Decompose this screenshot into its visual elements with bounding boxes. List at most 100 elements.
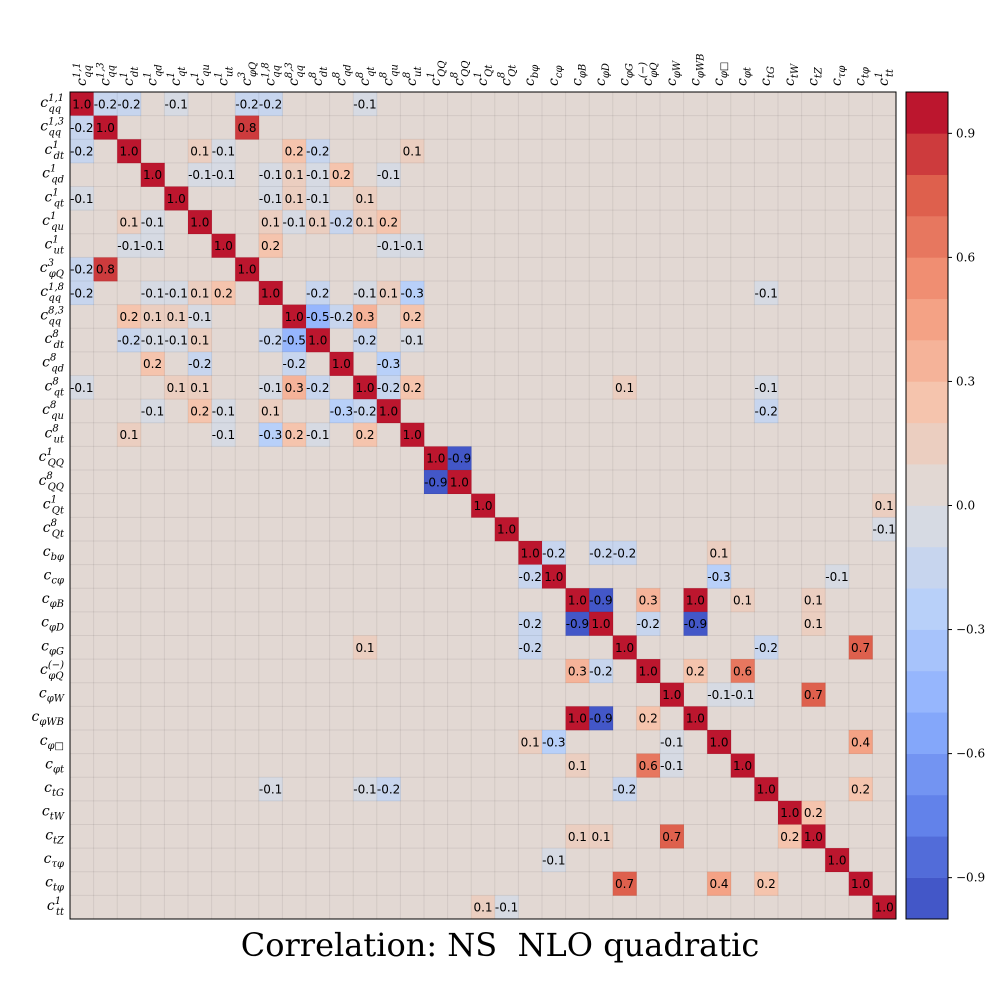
- heatmap-cell: [612, 635, 637, 660]
- cell-value-label: 1.0: [355, 381, 374, 395]
- heatmap-cell: [140, 281, 165, 305]
- cell-value-label: -0.1: [542, 853, 565, 867]
- cell-value-label: 0.2: [851, 783, 870, 797]
- heatmap-cell: [683, 588, 708, 613]
- heatmap-cell: [70, 257, 94, 282]
- heatmap-cell: [424, 470, 448, 494]
- cell-value-label: 0.1: [733, 594, 752, 608]
- cell-value-label: 1.0: [214, 239, 233, 253]
- cell-value-label: -0.1: [707, 688, 730, 702]
- cell-value-label: -0.1: [353, 97, 376, 111]
- cell-value-label: 0.2: [119, 310, 138, 324]
- colorbar-segment: [906, 174, 948, 217]
- heatmap-cell: [70, 92, 94, 116]
- cell-value-label: -0.2: [613, 546, 636, 560]
- heatmap-cell: [872, 895, 897, 920]
- cell-value-label: -0.1: [353, 286, 376, 300]
- heatmap-cells: 1.0 -0.2 -0.2 -0.1 -0.2 -0.2 -0.1-0.2 1.0 0.8-0.…: [69, 91, 897, 920]
- heatmap-cell: [589, 824, 614, 849]
- heatmap-cell: [282, 351, 307, 376]
- colorbar-tick-label: 0.9: [956, 126, 975, 140]
- heatmap-cell: [235, 115, 260, 140]
- cell-value-label: 1.0: [332, 357, 351, 371]
- heatmap-cell: [117, 233, 142, 258]
- heatmap-cell: [376, 375, 401, 400]
- heatmap-cell: [660, 682, 684, 707]
- cell-value-label: 1.0: [403, 428, 422, 442]
- cell-value-label: 0.3: [568, 664, 587, 678]
- heatmap-cell: [565, 588, 590, 613]
- cell-value-label: 0.1: [875, 499, 894, 513]
- heatmap-cell: [376, 210, 401, 235]
- y-tick-label: cφW: [39, 686, 65, 705]
- y-tick-label: c1 qt: [45, 187, 65, 209]
- heatmap-cell: [754, 375, 779, 400]
- y-tick-label: cφWB: [32, 709, 64, 728]
- cell-value-label: 0.3: [355, 310, 374, 324]
- cell-value-label: 0.1: [190, 145, 209, 159]
- heatmap-cell: [329, 351, 354, 376]
- heatmap-cell: [707, 564, 732, 589]
- heatmap-cell: [329, 399, 354, 424]
- x-tick-label: c1dt: [119, 66, 141, 86]
- heatmap-cell: [258, 210, 283, 235]
- cell-value-label: -0.1: [825, 570, 848, 584]
- x-tick-label: c1qu: [190, 64, 212, 86]
- heatmap-cell: [494, 517, 519, 542]
- cell-value-label: -0.1: [400, 334, 423, 348]
- heatmap-cell: [353, 281, 378, 305]
- cell-value-label: 0.1: [355, 192, 374, 206]
- cell-value-label: -0.3: [542, 735, 565, 749]
- cell-value-label: 1.0: [72, 97, 91, 111]
- heatmap-cell: [565, 611, 590, 636]
- cell-value-label: 0.1: [521, 735, 540, 749]
- cell-value-label: 1.0: [733, 759, 752, 773]
- x-tick-label: ctZ: [805, 66, 824, 86]
- x-tick-label: cφG: [617, 63, 636, 86]
- heatmap-cell: [447, 470, 472, 494]
- cell-value-label: -0.2: [235, 97, 258, 111]
- heatmap-cell: [258, 399, 283, 424]
- heatmap-cell: [801, 824, 826, 849]
- heatmap-cell: [565, 824, 590, 849]
- cell-value-label: 1.0: [521, 546, 540, 560]
- cell-value-label: -0.1: [212, 168, 235, 182]
- x-tick-label: c8Qt: [497, 64, 519, 86]
- y-tick-label: c8 qu: [42, 400, 64, 422]
- heatmap-cell: [542, 564, 566, 589]
- heatmap-cell: [140, 351, 165, 376]
- heatmap-cell: [612, 540, 637, 565]
- heatmap-cell: [589, 588, 614, 613]
- cell-value-label: -0.1: [660, 759, 683, 773]
- heatmap-cell: [258, 92, 283, 116]
- colorbar-segment: [906, 422, 948, 465]
- heatmap-cell: [825, 848, 850, 873]
- heatmap-cell: [282, 328, 307, 353]
- cell-value-label: -0.1: [754, 286, 777, 300]
- cell-value-label: 0.1: [119, 215, 138, 229]
- heatmap-cell: [518, 540, 543, 565]
- x-tick-label: ctG: [758, 66, 777, 86]
- cell-value-label: -0.3: [330, 404, 353, 418]
- y-tick-label: cφD: [41, 615, 64, 634]
- heatmap-cell: [707, 540, 732, 565]
- heatmap-cell: [400, 375, 425, 400]
- cell-value-label: -0.1: [164, 286, 187, 300]
- heatmap-cell: [754, 281, 779, 305]
- y-tick-label: c8 dt: [45, 329, 65, 351]
- cell-value-label: -0.2: [754, 641, 777, 655]
- heatmap-cell: [754, 871, 779, 896]
- y-tick-label: c8,3 qq: [40, 305, 64, 327]
- cell-value-label: 0.1: [261, 215, 280, 229]
- heatmap-cell: [730, 659, 755, 684]
- heatmap-cell: [848, 777, 873, 802]
- cell-value-label: -0.9: [684, 617, 707, 631]
- heatmap-cell: [801, 611, 826, 636]
- colorbar-segment: [906, 340, 948, 382]
- heatmap-cell: [258, 328, 283, 353]
- heatmap-cell: [306, 210, 330, 235]
- cell-value-label: -0.3: [400, 286, 423, 300]
- heatmap-cell: [164, 92, 189, 116]
- cell-value-label: 0.1: [285, 192, 304, 206]
- y-tick-label: c1,3 qq: [40, 116, 64, 138]
